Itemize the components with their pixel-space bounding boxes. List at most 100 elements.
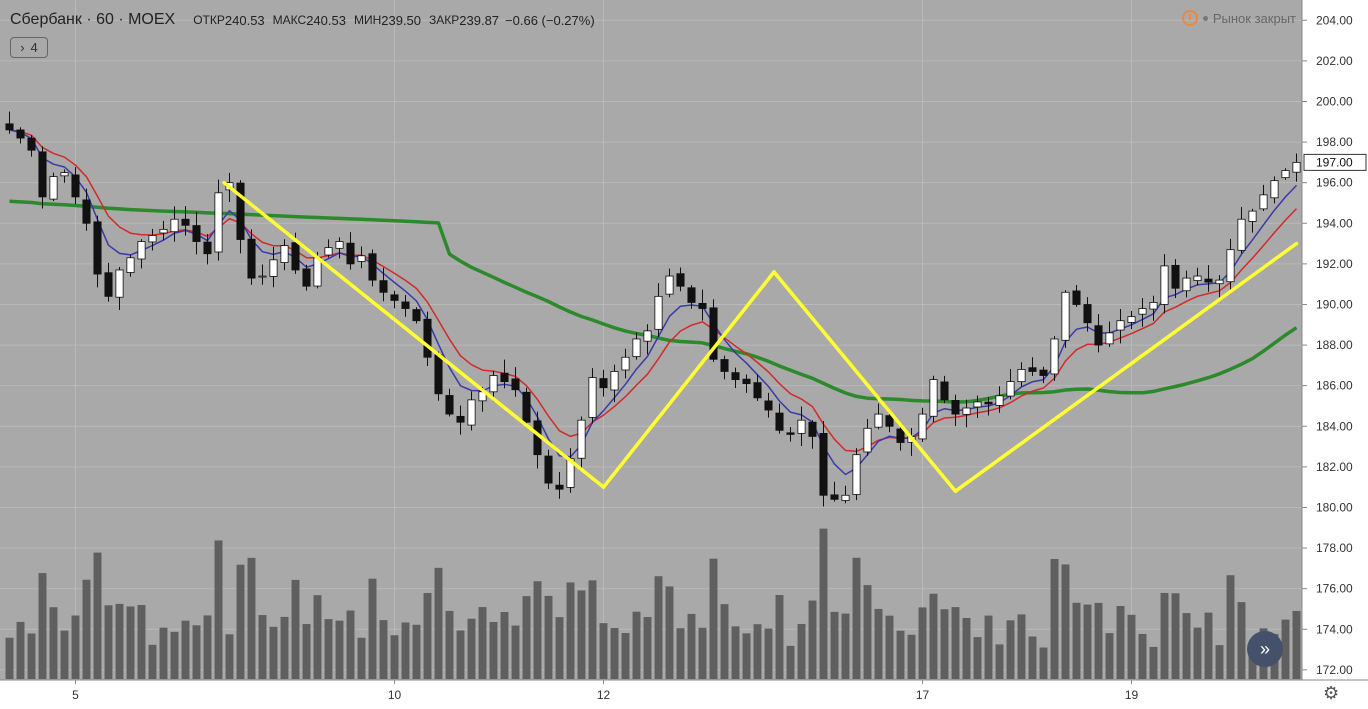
candle-down	[1171, 264, 1180, 289]
candle-down	[511, 378, 520, 391]
candle-up	[1226, 249, 1235, 283]
volume-bar	[456, 630, 465, 679]
volume-bar	[1083, 604, 1092, 679]
low-value: 239.50	[381, 12, 422, 28]
candle-up	[1105, 332, 1114, 345]
volume-bar	[5, 637, 14, 679]
volume-bar	[676, 628, 685, 679]
candle-up	[335, 241, 344, 249]
candle-down	[984, 401, 993, 405]
candle-up	[1182, 277, 1191, 292]
volume-bar	[654, 576, 663, 679]
volume-bar	[280, 616, 289, 679]
volume-bar	[522, 596, 531, 679]
volume-bar	[27, 633, 36, 679]
symbol-title[interactable]: Сбербанк · 60 · MOEX	[10, 11, 176, 28]
candle-up	[159, 228, 168, 234]
volume-bar	[1050, 558, 1059, 679]
candle-down	[764, 400, 773, 411]
close-label: ЗАКР	[429, 13, 460, 27]
volume-bar	[181, 620, 190, 679]
volume-bar	[797, 623, 806, 679]
candle-down	[368, 253, 377, 281]
candle-down	[291, 242, 300, 271]
volume-bar	[148, 644, 157, 679]
last-price-tag	[1303, 153, 1367, 171]
time-tick-label: 17	[916, 688, 930, 702]
volume-bar	[115, 603, 124, 679]
status-dot	[1202, 15, 1208, 21]
volume-bar	[1039, 647, 1048, 679]
candle-down	[203, 241, 212, 255]
scroll-to-realtime-button[interactable]: »	[1247, 631, 1283, 667]
volume-bar	[709, 558, 718, 679]
candle-down	[27, 137, 36, 151]
candle-up	[632, 338, 641, 357]
candle-down	[423, 318, 432, 358]
candle-up	[1292, 161, 1301, 173]
gear-icon[interactable]: ⚙	[1323, 683, 1340, 703]
volume-bar	[170, 631, 179, 679]
candle-down	[951, 400, 960, 415]
price-tick-label: 182.00	[1316, 460, 1353, 474]
candle-down	[93, 221, 102, 275]
candle-down	[192, 225, 201, 242]
candle-up	[962, 407, 971, 415]
volume-bar	[1028, 636, 1037, 679]
volume-bar	[93, 552, 102, 679]
volume-bar	[995, 644, 1004, 679]
volume-bar	[1138, 633, 1147, 679]
candle-up	[60, 172, 69, 177]
pattern-line	[601, 270, 776, 489]
volume-bar	[588, 580, 597, 679]
candle-down	[753, 382, 762, 399]
candle-down	[181, 218, 190, 226]
volume-bar	[192, 625, 201, 679]
volume-bar	[38, 573, 47, 679]
volume-bar	[1204, 612, 1213, 679]
candle-down	[742, 378, 751, 385]
candle-down	[390, 294, 399, 301]
indicators-toggle-button[interactable]: › 4	[10, 37, 48, 58]
candle-up	[137, 241, 146, 260]
candle-down	[599, 378, 608, 389]
symbol-header: Сбербанк · 60 · MOEX ОТКР 240.53 МАКС 24…	[10, 9, 595, 31]
open-label: ОТКР	[193, 13, 225, 27]
volume-bar	[764, 628, 773, 679]
candle-down	[896, 428, 905, 443]
open-value: 240.53	[224, 12, 265, 28]
volume-bar	[896, 630, 905, 679]
candle-down	[555, 484, 564, 490]
candle-up	[863, 427, 872, 453]
candle-down	[885, 415, 894, 427]
volume-bar	[1182, 613, 1191, 679]
volume-bar	[126, 606, 135, 679]
volume-bar	[1292, 610, 1301, 679]
candle-up	[1127, 316, 1136, 323]
volume-bar	[1215, 645, 1224, 679]
volume-bar	[247, 557, 256, 679]
candle-up	[973, 401, 982, 408]
volume-bar	[1072, 602, 1081, 679]
candle-up	[1248, 210, 1257, 222]
candle-down	[5, 123, 14, 131]
price-tick-label: 198.00	[1316, 135, 1353, 149]
candle-up	[918, 413, 927, 440]
volume-bar	[346, 610, 355, 679]
volume-bar	[665, 586, 674, 679]
volume-bar	[984, 615, 993, 679]
volume-bar	[324, 619, 333, 679]
volume-bar	[368, 578, 377, 679]
candle-up	[1061, 291, 1070, 341]
candle-down	[940, 381, 949, 401]
volume-bar	[753, 624, 762, 679]
candle-up	[621, 356, 630, 371]
volume-bar	[731, 626, 740, 679]
candle-down	[830, 494, 839, 500]
candle-up	[665, 275, 674, 295]
candle-down	[247, 238, 256, 279]
volume-bar	[819, 528, 828, 679]
volume-bars	[5, 528, 1301, 679]
volume-bar	[863, 585, 872, 679]
